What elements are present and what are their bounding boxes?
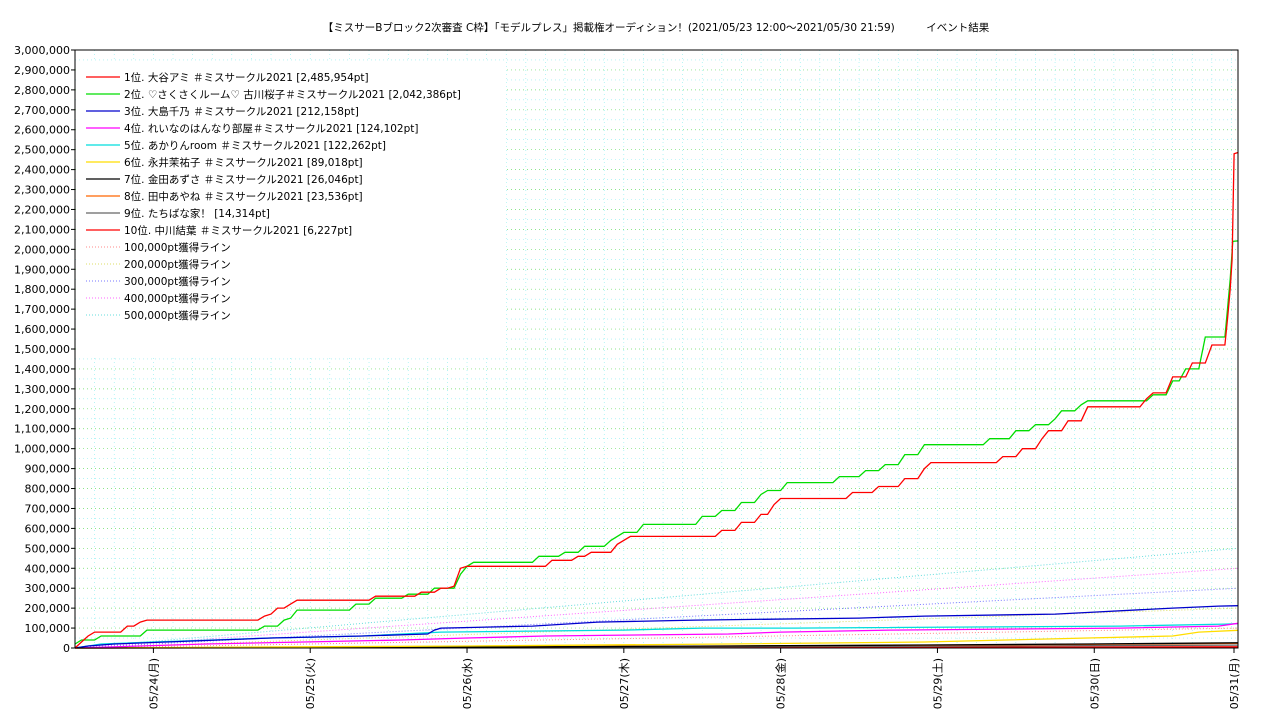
series-line — [74, 240, 1239, 645]
x-tick-label: 05/25(火) — [304, 658, 317, 709]
legend-label: 1位. 大谷アミ ＃ミスサークル2021 [2,485,954pt] — [124, 71, 369, 84]
y-tick-label: 100,000 — [25, 622, 71, 635]
y-tick-label: 2,000,000 — [14, 243, 70, 256]
series-line — [74, 622, 1239, 649]
y-tick-label: 1,000,000 — [14, 443, 70, 456]
legend-box — [78, 62, 506, 356]
y-tick-label: 2,200,000 — [14, 203, 70, 216]
chart-title: 【ミスサーBブロック2次審査 C枠】「モデルプレス」掲載権オーディション！(20… — [323, 21, 990, 34]
legend-label: 6位. 永井茉祐子 ＃ミスサークル2021 [89,018pt] — [124, 156, 363, 169]
y-tick-label: 900,000 — [25, 463, 71, 476]
series-line — [74, 587, 1239, 649]
x-tick-label: 05/29(土) — [931, 658, 944, 709]
y-tick-label: 2,100,000 — [14, 223, 70, 236]
y-tick-label: 2,300,000 — [14, 184, 70, 197]
x-tick-label: 05/31(月) — [1228, 658, 1241, 709]
y-tick-label: 2,800,000 — [14, 84, 70, 97]
y-tick-label: 500,000 — [25, 542, 71, 555]
series-line — [74, 547, 1239, 649]
y-tick-label: 1,300,000 — [14, 383, 70, 396]
y-tick-label: 300,000 — [25, 582, 71, 595]
x-tick-label: 05/28(金) — [774, 658, 788, 709]
series-line — [74, 627, 1239, 649]
y-tick-label: 700,000 — [25, 502, 71, 515]
y-tick-label: 1,200,000 — [14, 403, 70, 416]
y-tick-label: 2,400,000 — [14, 164, 70, 177]
y-tick-label: 1,400,000 — [14, 363, 70, 376]
x-tick-label: 05/26(水) — [461, 658, 474, 709]
legend-label: 5位. あかりんroom ＃ミスサークル2021 [122,262pt] — [124, 139, 386, 152]
axes: 0 100,000 200,000 300,000 400,000 500,000 600,… — [14, 44, 1241, 709]
legend-label: 4位. れいなのはんなり部屋＃ミスサークル2021 [124,102pt] — [124, 122, 419, 135]
y-tick-label: 1,800,000 — [14, 283, 70, 296]
legend-label: 2位. ♡さくさくルーム♡ 古川桜子＃ミスサークル2021 [2,042,386… — [124, 88, 461, 101]
legend-label: 200,000pt獲得ライン — [124, 258, 231, 271]
y-tick-label: 0 — [63, 642, 70, 655]
y-tick-label: 3,000,000 — [14, 44, 70, 57]
y-tick-label: 1,500,000 — [14, 343, 70, 356]
legend: 1位. 大谷アミ ＃ミスサークル2021 [2,485,954pt] 2位. ♡さ… — [78, 62, 506, 356]
legend-label: 100,000pt獲得ライン — [124, 241, 231, 254]
y-tick-label: 1,100,000 — [14, 423, 70, 436]
y-tick-label: 1,700,000 — [14, 303, 70, 316]
y-tick-label: 400,000 — [25, 562, 71, 575]
legend-label: 300,000pt獲得ライン — [124, 275, 231, 288]
y-tick-label: 2,900,000 — [14, 64, 70, 77]
y-tick-label: 2,600,000 — [14, 124, 70, 137]
y-tick-label: 800,000 — [25, 483, 71, 496]
y-tick-label: 200,000 — [25, 602, 71, 615]
x-tick-label: 05/24(月) — [147, 658, 160, 709]
legend-label: 400,000pt獲得ライン — [124, 292, 231, 305]
series-line — [74, 605, 1239, 649]
legend-label: 10位. 中川結葉 ＃ミスサークル2021 [6,227pt] — [124, 224, 352, 237]
legend-label: 7位. 金田あずさ ＃ミスサークル2021 [26,046pt] — [124, 173, 363, 186]
y-tick-label: 1,600,000 — [14, 323, 70, 336]
series-line — [74, 151, 1239, 649]
legend-label: 8位. 田中あやね ＃ミスサークル2021 [23,536pt] — [124, 190, 363, 203]
y-tick-label: 2,700,000 — [14, 104, 70, 117]
legend-label: 9位. たちばな家！ [14,314pt] — [124, 207, 270, 220]
y-tick-label: 1,900,000 — [14, 263, 70, 276]
legend-label: 500,000pt獲得ライン — [124, 309, 231, 322]
x-tick-label: 05/30(日) — [1088, 658, 1101, 709]
y-tick-label: 600,000 — [25, 522, 71, 535]
series-line — [74, 567, 1239, 649]
series-line — [74, 642, 1239, 649]
x-tick-label: 05/27(木) — [618, 658, 631, 709]
y-tick-label: 2,500,000 — [14, 144, 70, 157]
plot-frame — [74, 49, 1239, 649]
legend-label: 3位. 大島千乃 ＃ミスサークル2021 [212,158pt] — [124, 105, 359, 118]
series-line — [74, 629, 1239, 649]
